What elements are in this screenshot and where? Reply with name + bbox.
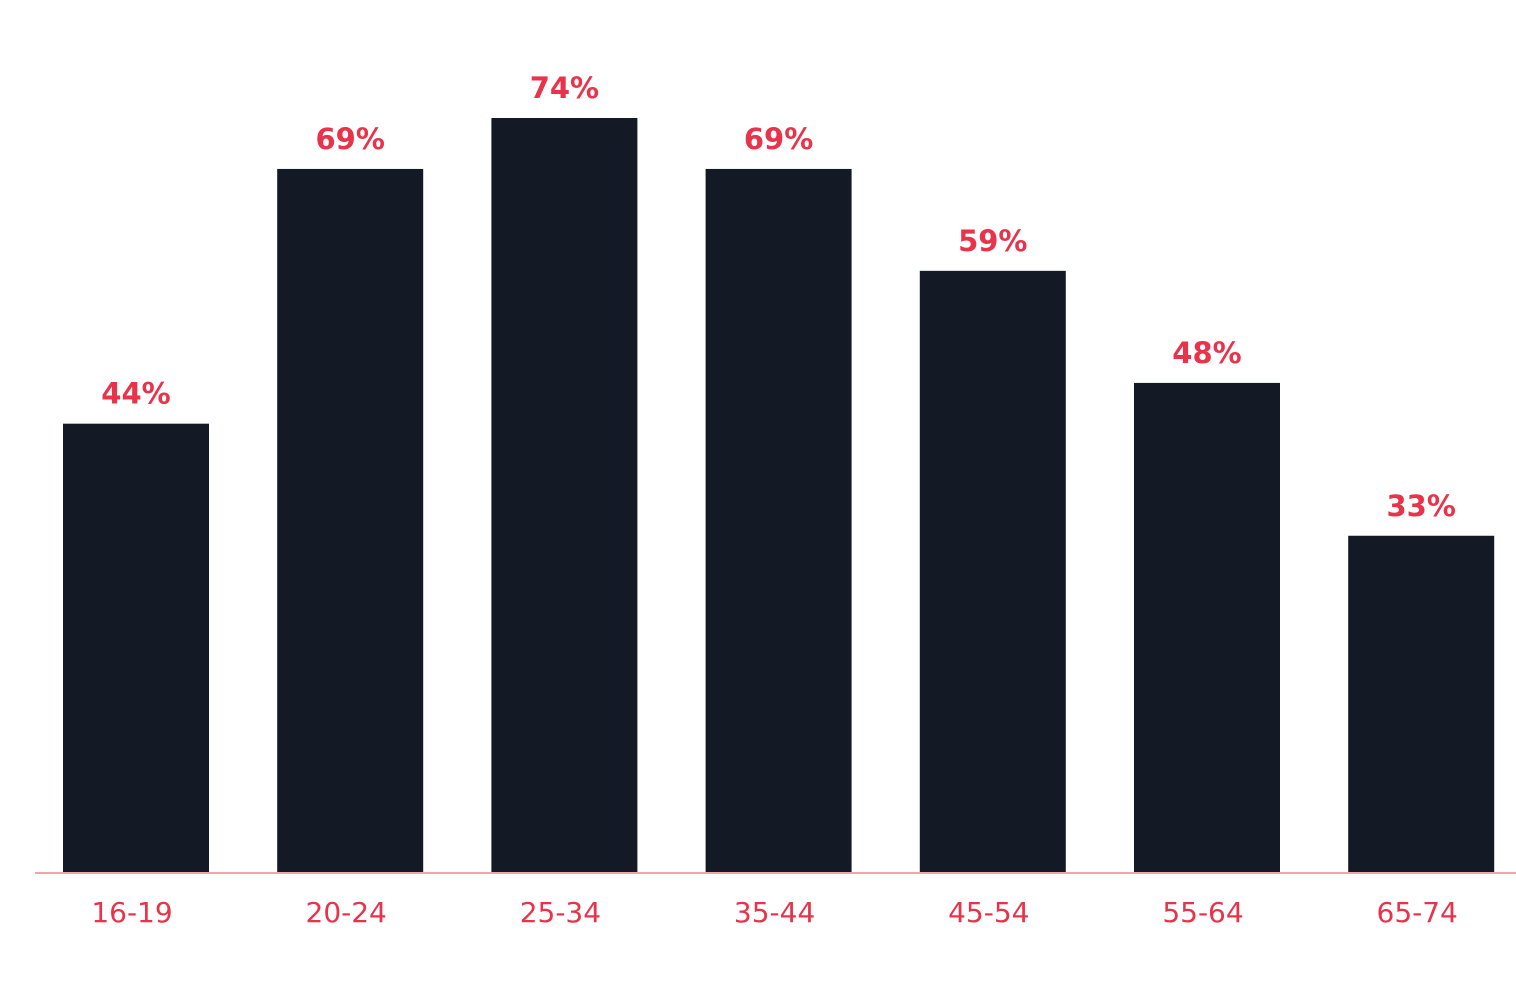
x-tick-label: 55-64 — [1162, 896, 1243, 929]
bar — [277, 168, 424, 873]
x-tick-label: 45-54 — [948, 896, 1029, 929]
value-label: 59% — [958, 224, 1027, 258]
bar — [705, 168, 852, 873]
value-label: 44% — [101, 377, 170, 411]
value-label: 69% — [744, 122, 813, 156]
value-label: 74% — [530, 71, 599, 105]
x-tick-label: 65-74 — [1377, 896, 1458, 929]
bar — [63, 423, 209, 872]
value-label: 33% — [1386, 489, 1455, 523]
bar — [491, 118, 638, 872]
x-tick-label: 20-24 — [306, 896, 387, 929]
x-tick-label: 35-44 — [734, 896, 815, 929]
value-label: 69% — [315, 122, 384, 156]
x-tick-label: 16-19 — [91, 896, 172, 929]
bar — [919, 270, 1066, 872]
x-tick-label: 25-34 — [520, 896, 601, 929]
bar — [1134, 382, 1280, 872]
bar — [1348, 535, 1495, 872]
value-label: 48% — [1172, 336, 1241, 370]
